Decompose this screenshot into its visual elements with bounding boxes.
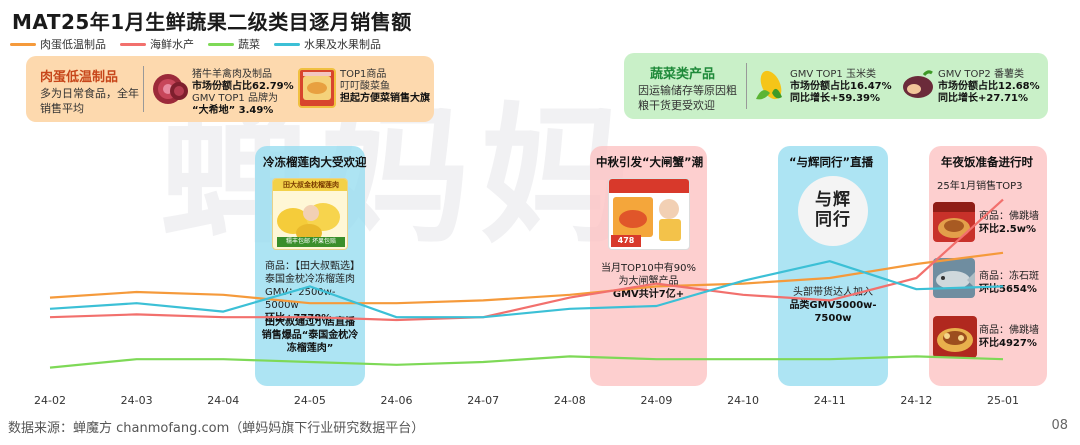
corn-icon bbox=[752, 67, 788, 105]
new-year-panel-heading: 年夜饭准备进行时 bbox=[941, 155, 1033, 169]
fotiaoqiang-product-image-1 bbox=[933, 202, 975, 242]
crab-line3: GMV共计7亿+ bbox=[612, 289, 685, 300]
x-tick-label: 24-10 bbox=[727, 394, 760, 407]
x-tick-label: 24-11 bbox=[813, 394, 846, 407]
card-divider bbox=[143, 66, 144, 112]
legend-swatch bbox=[120, 42, 146, 46]
x-axis-ticks: 24-02 24-03 24-04 24-05 24-06 24-07 24-08 24-09… bbox=[0, 394, 1080, 410]
veg-item1-line1: GMV TOP1 玉米类 bbox=[790, 69, 876, 80]
legend-item: 蔬菜 bbox=[208, 36, 260, 52]
durian-panel-heading: 冷冻榴莲肉大受欢迎 bbox=[263, 155, 367, 169]
page-title: MAT25年1月生鲜蔬果二级类目逐月销售额 bbox=[12, 10, 412, 34]
meat-card-subtitle: 多为日常食品，全年销售平均 bbox=[40, 87, 139, 115]
fotiaoqiang-product-image-2 bbox=[933, 316, 977, 358]
crab-panel-heading: 中秋引发“大闸蟹”潮 bbox=[596, 155, 704, 169]
meat-item2-line2: 叮叮酸菜鱼 bbox=[340, 81, 390, 92]
legend-swatch bbox=[208, 42, 234, 46]
card-divider bbox=[746, 63, 747, 109]
legend-label: 蔬菜 bbox=[238, 38, 260, 51]
legend-item: 水果及水果制品 bbox=[274, 36, 381, 52]
legend-item: 肉蛋低温制品 bbox=[10, 36, 106, 52]
veg-item2-line2: 市场份额占比12.68% bbox=[938, 81, 1040, 92]
durian-note: 田大叔通过小店直播销售爆品“泰国金枕冷冻榴莲肉” bbox=[261, 317, 359, 354]
veg-item2-line1: GMV TOP2 番薯类 bbox=[938, 69, 1024, 80]
x-tick-label: 24-03 bbox=[120, 394, 153, 407]
veg-card-heading: 蔬菜类产品 bbox=[650, 67, 716, 82]
sweet-potato-icon bbox=[900, 67, 936, 105]
crab-product-image: 478 bbox=[608, 178, 690, 250]
x-tick-label: 24-05 bbox=[293, 394, 326, 407]
meat-item2-line3: 担起方便菜销售大旗 bbox=[340, 93, 430, 104]
legend-swatch bbox=[274, 42, 300, 46]
legend-label: 海鲜水产 bbox=[150, 38, 194, 51]
veg-item2-line3: 同比增长+27.71% bbox=[938, 93, 1029, 104]
yuhui-line3: 7500w bbox=[814, 313, 852, 324]
ny-item1-line1: 商品：佛跳墙 bbox=[979, 211, 1039, 222]
meat-item1-line2: 市场份额占比62.79% bbox=[192, 81, 294, 92]
veg-item1-line3: 同比增长+59.39% bbox=[790, 93, 881, 104]
durian-highlight-panel: 冷冻榴莲肉大受欢迎 田大叔金枕榴莲肉 糯丰包邮 坏果包赔 商品：【田大叔甄选】 … bbox=[255, 146, 367, 386]
durian-image-label: 田大叔金枕榴莲肉 bbox=[273, 179, 347, 191]
meat-card-heading: 肉蛋低温制品 bbox=[40, 70, 119, 85]
crab-price-tag: 478 bbox=[611, 235, 641, 247]
veg-item1-line2: 市场份额占比16.47% bbox=[790, 81, 892, 92]
x-tick-label: 24-12 bbox=[900, 394, 933, 407]
x-tick-label: 24-06 bbox=[380, 394, 413, 407]
ny-item2-line2: 环比5654% bbox=[979, 284, 1037, 295]
ny-item3-line2: 环比4927% bbox=[979, 338, 1037, 349]
ny-item1-line2: 环比2.5w% bbox=[979, 224, 1036, 235]
x-tick-label: 24-04 bbox=[207, 394, 240, 407]
ny-item3-line1: 商品：佛跳墙 bbox=[979, 325, 1039, 336]
legend-item: 海鲜水产 bbox=[120, 36, 194, 52]
frozen-grouper-product-image bbox=[933, 258, 975, 298]
durian-image-badge: 糯丰包邮 坏果包赔 bbox=[277, 237, 345, 247]
chart-legend: 肉蛋低温制品 海鲜水产 蔬菜 水果及水果制品 bbox=[10, 36, 381, 52]
meat-category-card: 肉蛋低温制品 多为日常食品，全年销售平均 猪牛羊禽肉及制品 市场份额占比62.7… bbox=[26, 56, 434, 122]
x-tick-label: 24-09 bbox=[640, 394, 673, 407]
yuhui-panel-heading: “与辉同行”直播 bbox=[789, 155, 874, 169]
yuhui-line2: 品类GMV5000w- bbox=[789, 300, 877, 311]
page-number: 08 bbox=[1051, 418, 1068, 433]
crab-highlight-panel: 中秋引发“大闸蟹”潮 478 当月TOP10中有90% 为大闸蟹产品 GMV共计… bbox=[590, 146, 707, 386]
data-source-footer: 数据来源：蝉魔方 chanmofang.com（蝉妈妈旗下行业研究数据平台） bbox=[8, 421, 425, 436]
durian-line3: GMV：2500w-5000w bbox=[265, 287, 336, 311]
yuhui-logo-text: 与辉同行 bbox=[815, 190, 851, 230]
fish-dish-product-image bbox=[298, 68, 336, 108]
x-tick-label: 24-08 bbox=[553, 394, 586, 407]
durian-product-image: 田大叔金枕榴莲肉 糯丰包邮 坏果包赔 bbox=[272, 178, 348, 250]
legend-swatch bbox=[10, 42, 36, 46]
meat-item1-line4: “大希地” 3.49% bbox=[192, 105, 274, 116]
x-tick-label: 25-01 bbox=[987, 394, 1019, 407]
veg-card-subtitle: 因运输储存等原因粗粮干货更受欢迎 bbox=[638, 84, 737, 112]
x-tick-label: 24-02 bbox=[34, 394, 66, 407]
meat-roll-icon bbox=[151, 70, 189, 108]
legend-label: 水果及水果制品 bbox=[304, 38, 381, 51]
durian-line1: 商品：【田大叔甄选】 bbox=[265, 261, 360, 272]
meat-item2-line1: TOP1商品 bbox=[340, 69, 387, 80]
yuhui-line1: 头部带货达人加入 bbox=[793, 287, 873, 298]
legend-label: 肉蛋低温制品 bbox=[40, 38, 106, 51]
durian-line2: 泰国金枕冷冻榴莲肉 bbox=[265, 274, 355, 285]
meat-item1-line1: 猪牛羊禽肉及制品 bbox=[192, 69, 272, 80]
new-year-dinner-panel: 年夜饭准备进行时 25年1月销售TOP3 商品：佛跳墙 环比2.5w% 商品：冻… bbox=[929, 146, 1047, 386]
ny-item2-line1: 商品：冻石斑 bbox=[979, 271, 1039, 282]
x-tick-label: 24-07 bbox=[467, 394, 500, 407]
yuhui-highlight-panel: “与辉同行”直播 与辉同行 头部带货达人加入 品类GMV5000w- 7500w bbox=[778, 146, 888, 386]
crab-line1: 当月TOP10中有90% bbox=[601, 263, 696, 274]
vegetable-category-card: 蔬菜类产品 因运输储存等原因粗粮干货更受欢迎 GMV TOP1 玉米类 市场份额… bbox=[624, 53, 1048, 119]
yuhui-logo-image: 与辉同行 bbox=[798, 176, 868, 246]
new-year-subtitle: 25年1月销售TOP3 bbox=[937, 181, 1023, 192]
meat-item1-line3: GMV TOP1 品牌为 bbox=[192, 93, 278, 104]
crab-line2: 为大闸蟹产品 bbox=[618, 276, 679, 287]
